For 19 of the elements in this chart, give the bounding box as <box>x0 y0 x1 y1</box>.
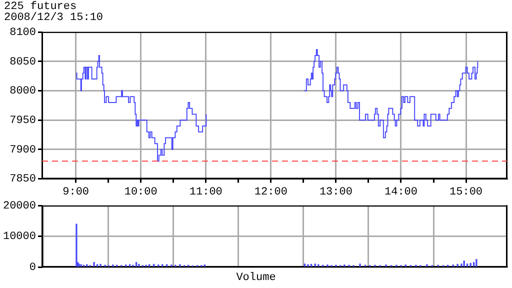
x-tick-label: 11:00 <box>189 186 222 198</box>
y-tick-label: 8050 <box>10 56 36 68</box>
y-tick-label: 8000 <box>10 86 36 98</box>
chart-subtitle: 2008/12/3 15:10 <box>4 12 104 24</box>
x-tick-label: 10:00 <box>124 186 158 198</box>
x-tick-label: 12:00 <box>254 186 288 198</box>
y-tick-label: 8100 <box>10 26 36 39</box>
x-tick-label: 9:00 <box>62 186 90 198</box>
y-tick-label: 7950 <box>10 114 36 127</box>
chart-title: 225 futures <box>4 1 77 13</box>
y-tick-label: 10000 <box>2 231 36 244</box>
x-tick-label: 14:00 <box>384 186 418 198</box>
y-tick-label: 7900 <box>10 144 36 156</box>
y-tick-label: 20000 <box>2 200 36 213</box>
x-tick-label: 13:00 <box>319 186 352 198</box>
x-tick-label: 15:00 <box>450 186 483 198</box>
y-tick-label: 0 <box>29 262 36 274</box>
y-tick-label: 7850 <box>10 174 36 186</box>
x-axis-title: Volume <box>235 272 277 284</box>
